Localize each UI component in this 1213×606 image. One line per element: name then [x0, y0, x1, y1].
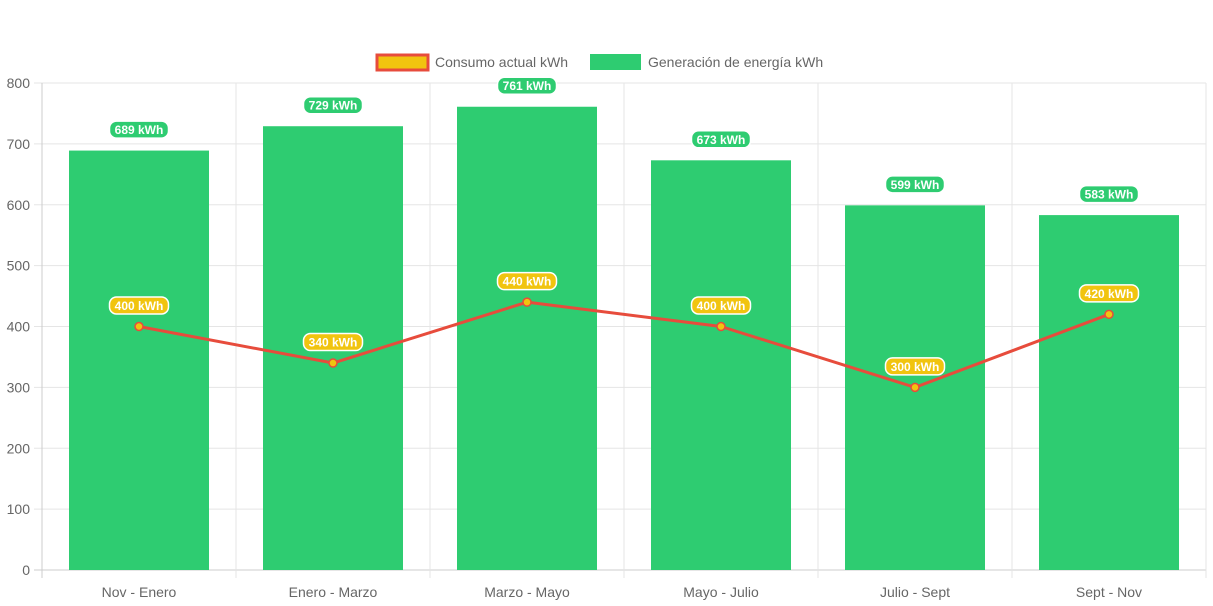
- line-point: [910, 382, 920, 393]
- bar-data-label: 599 kWh: [891, 178, 940, 192]
- y-tick-label: 700: [7, 136, 31, 152]
- line-data-label: 340 kWh: [309, 336, 358, 350]
- bar-data-label-bg: [496, 76, 558, 95]
- bar-data-label-bg: [884, 175, 946, 194]
- bar-data-label: 761 kWh: [503, 79, 552, 93]
- line-data-label-bg: [108, 296, 170, 315]
- line-data-label: 420 kWh: [1085, 287, 1134, 301]
- x-tick-label: Enero - Marzo: [289, 584, 378, 600]
- bar-data-label-bg: [1078, 184, 1140, 204]
- legend-swatch-consumo: [375, 53, 430, 72]
- line-data-label-bg: [884, 357, 946, 376]
- y-tick-label: 300: [7, 379, 31, 395]
- bar-data-label-bg: [690, 130, 752, 149]
- line-series: [134, 297, 1114, 393]
- y-tick-label: 100: [7, 501, 31, 517]
- line-data-label-bg: [1078, 284, 1140, 303]
- line-data-label-bg: [690, 296, 752, 315]
- legend-label-generacion: Generación de energía kWh: [648, 54, 823, 70]
- line-point: [522, 297, 532, 307]
- bar-data-label-bg: [302, 95, 364, 115]
- bar-data-label: 583 kWh: [1085, 188, 1134, 202]
- bar: [1039, 215, 1179, 570]
- bar: [651, 160, 791, 570]
- bar-series: [69, 106, 1179, 571]
- bar-data-label: 673 kWh: [697, 133, 746, 147]
- x-tick-label: Marzo - Mayo: [484, 584, 570, 600]
- bar-data-label: 729 kWh: [309, 99, 358, 113]
- line-data-label: 400 kWh: [697, 299, 746, 313]
- bar-data-label: 689 kWh: [115, 123, 164, 137]
- axes: 0 100 200 300 400 500 600 700 800 Nov - Enero Ener…: [7, 75, 1142, 600]
- line-data-label: 400 kWh: [115, 299, 164, 313]
- y-tick-label: 200: [7, 440, 31, 456]
- bar: [69, 150, 209, 571]
- line-point: [134, 321, 144, 332]
- y-tick-label: 400: [7, 319, 31, 335]
- legend-label-consumo: Consumo actual kWh: [435, 54, 568, 70]
- line-data-label-bg: [496, 271, 558, 291]
- line-data-label: 300 kWh: [891, 360, 940, 374]
- bar-data-label-bg: [108, 120, 170, 139]
- line-path: [138, 300, 1110, 389]
- line-data-label-bg: [302, 332, 364, 352]
- legend[interactable]: Consumo actual kWh Generación de energía …: [375, 53, 823, 72]
- y-tick-label: 600: [7, 197, 31, 213]
- line-point: [1104, 309, 1114, 320]
- x-tick-label: Sept - Nov: [1076, 584, 1142, 600]
- bar: [457, 106, 597, 571]
- x-tick-label: Mayo - Julio: [683, 584, 759, 600]
- x-tick-label: Julio - Sept: [880, 584, 950, 600]
- y-tick-label: 800: [7, 75, 31, 91]
- grid: [34, 82, 1207, 578]
- y-tick-label: 500: [7, 258, 31, 274]
- x-tick-label: Nov - Enero: [102, 584, 177, 600]
- line-data-label: 440 kWh: [503, 275, 552, 289]
- y-tick-label: 0: [22, 562, 30, 578]
- line-point: [716, 321, 726, 332]
- legend-swatch-generacion: [590, 54, 641, 70]
- line-point: [328, 358, 338, 368]
- data-labels: 689 kWh 729 kWh 761 kWh 673 kWh 599 kWh 583 k…: [108, 76, 1140, 376]
